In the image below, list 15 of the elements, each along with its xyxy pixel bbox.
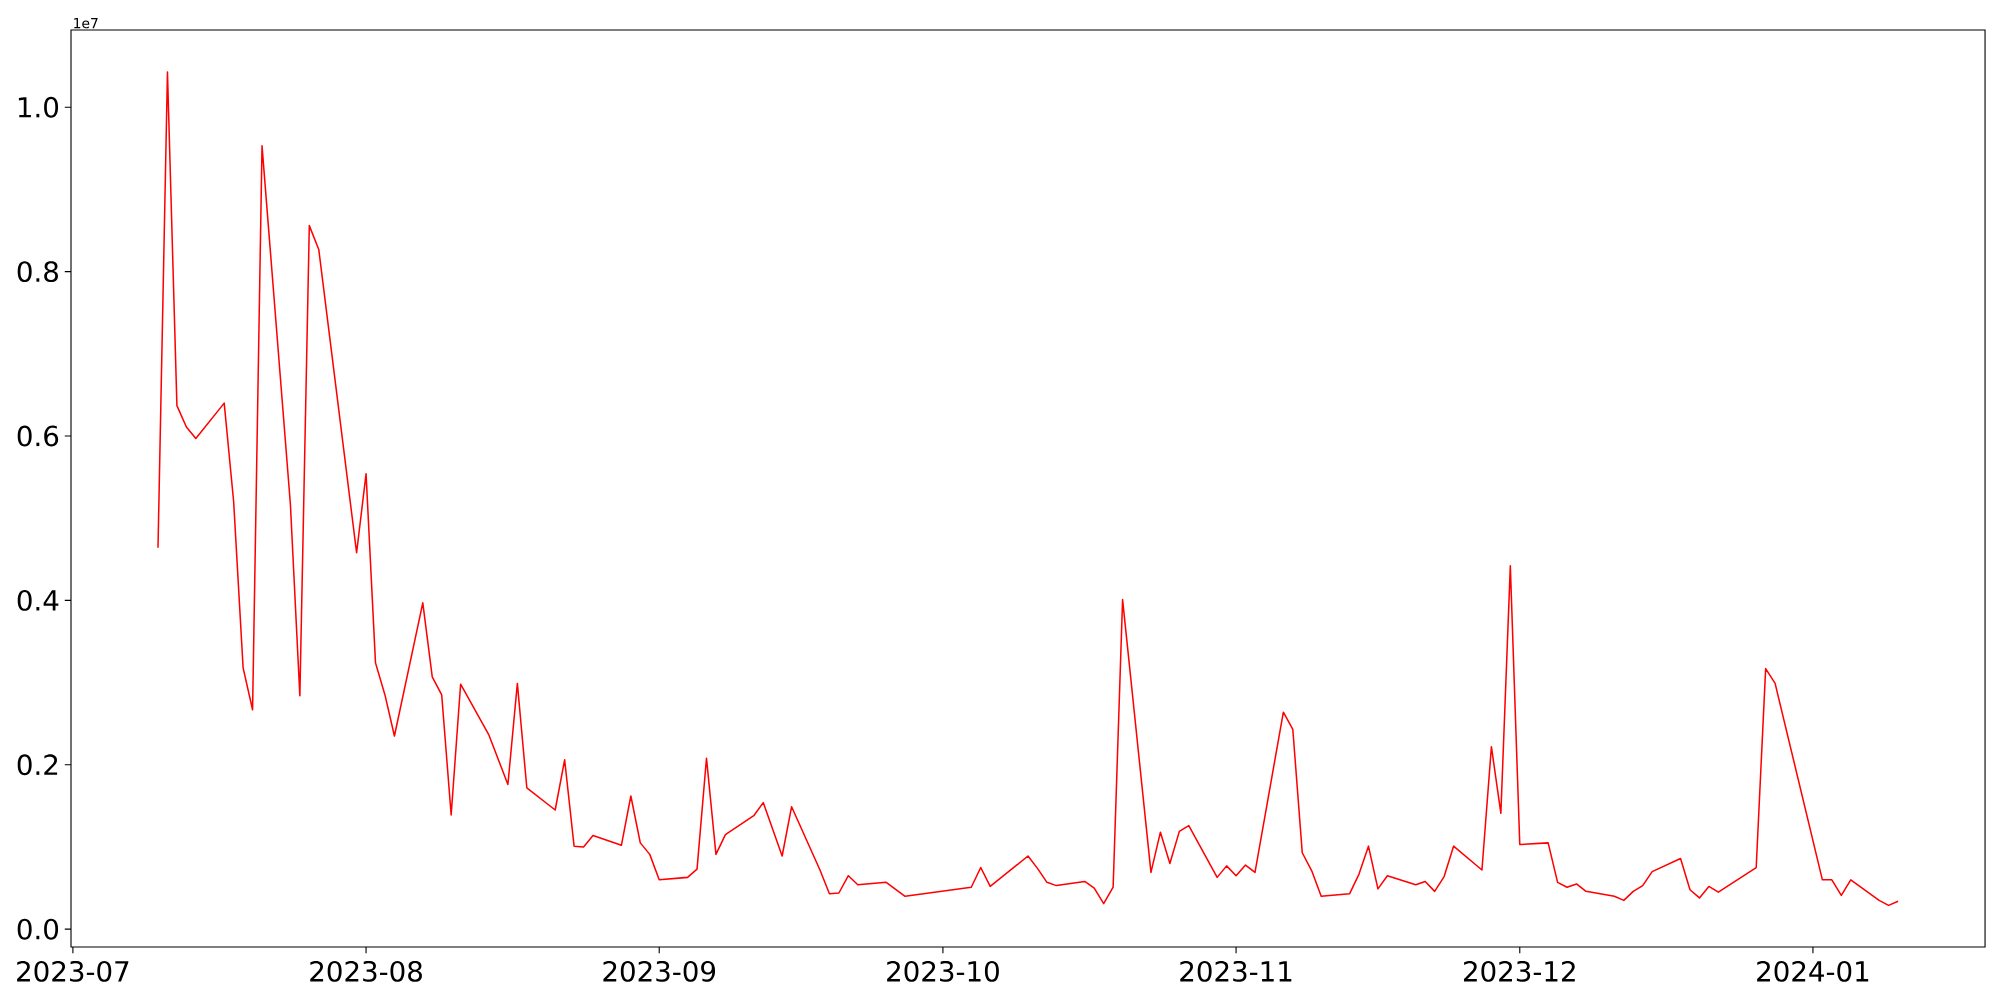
y-tick-label: 0.6 (17, 425, 59, 447)
y-tick-label: 0.2 (17, 754, 58, 776)
x-tick-label: 2024-01 (1757, 960, 1869, 982)
x-tick-label: 2023-11 (1180, 960, 1292, 982)
x-tick-label: 2023-07 (17, 960, 129, 982)
x-tick-label: 2023-08 (310, 960, 422, 982)
x-tick-label: 2023-12 (1463, 960, 1575, 982)
y-tick-label: 1.0 (18, 96, 59, 118)
y-tick-label: 0.8 (17, 261, 58, 283)
x-tick-label: 2023-10 (887, 960, 999, 982)
line-series (157, 71, 1899, 907)
text: 1e7 (74, 18, 98, 29)
y-tick-label: 0.0 (17, 918, 59, 940)
x-tick-label: 2023-09 (603, 960, 716, 982)
y-tick-label: 0.4 (17, 589, 59, 611)
